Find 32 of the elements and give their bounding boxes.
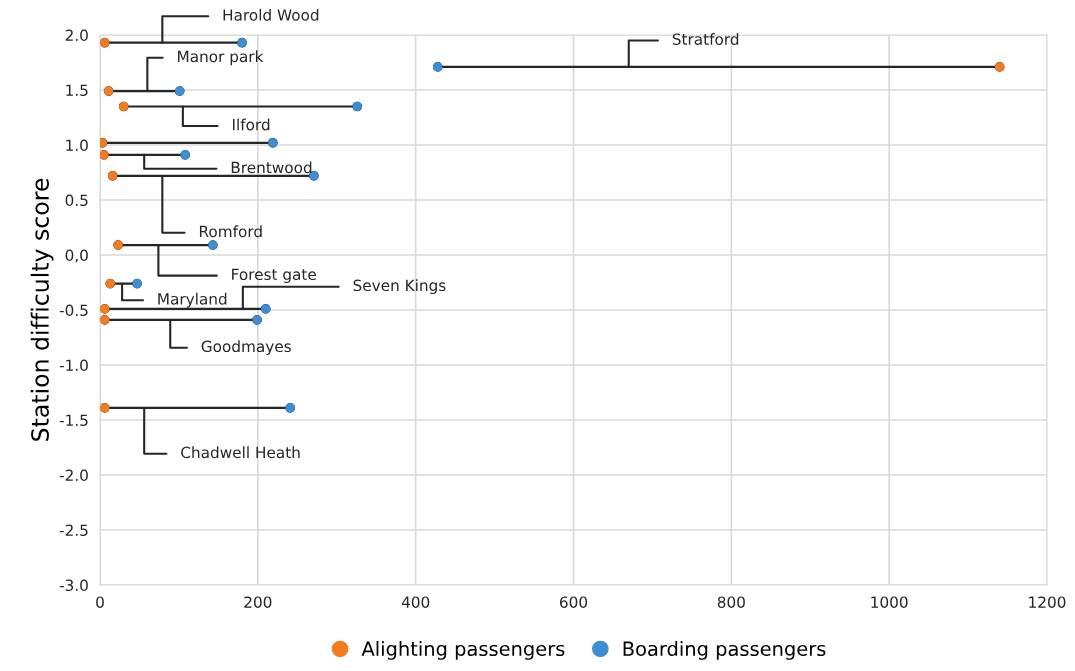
annotation: Goodmayes	[201, 340, 291, 356]
y-tick-label: -1.0	[59, 359, 88, 372]
x-tick-label: 800	[717, 596, 745, 608]
y-tick-label: -2.0	[59, 469, 88, 482]
x-tick-label: 200	[244, 596, 272, 608]
annotation: Ilford	[232, 118, 270, 131]
y-tick-label: -2.5	[59, 524, 88, 537]
y-tick-label: -3.0	[59, 579, 88, 592]
y-tick-label: 1.5	[66, 84, 88, 97]
x-tick-label: 1200	[1029, 596, 1066, 608]
y-tick-label: 0,0	[65, 249, 88, 263]
y-tick-label: 2.0	[65, 29, 88, 42]
annotation: Stratford	[672, 33, 739, 45]
annotation: Maryland	[158, 292, 227, 308]
y-tick-label: -1.5	[59, 414, 88, 427]
annotation: Forest gate	[232, 268, 316, 284]
annotation: Harold Wood	[223, 8, 319, 21]
x-tick-label: 400	[401, 596, 430, 608]
annotation: Manor park	[178, 50, 264, 66]
legend-label: Boarding passengers	[623, 641, 826, 660]
x-tick-label: 600	[559, 596, 588, 608]
x-tick-label: 1000	[871, 596, 908, 608]
annotation: Seven Kings	[353, 279, 446, 295]
x-tick-label: 0	[96, 596, 104, 608]
y-axis-title: Station difficulty score	[30, 178, 54, 441]
y-tick-label: 0.5	[65, 194, 88, 207]
annotation: Romford	[199, 225, 262, 238]
y-tick-label: -0.5	[59, 304, 88, 317]
annotation: Brentwood	[231, 161, 312, 174]
legend-label: Alighting passengers	[361, 641, 565, 660]
y-tick-label: 1.0	[66, 139, 88, 152]
annotation: Chadwell Heath	[181, 446, 300, 459]
